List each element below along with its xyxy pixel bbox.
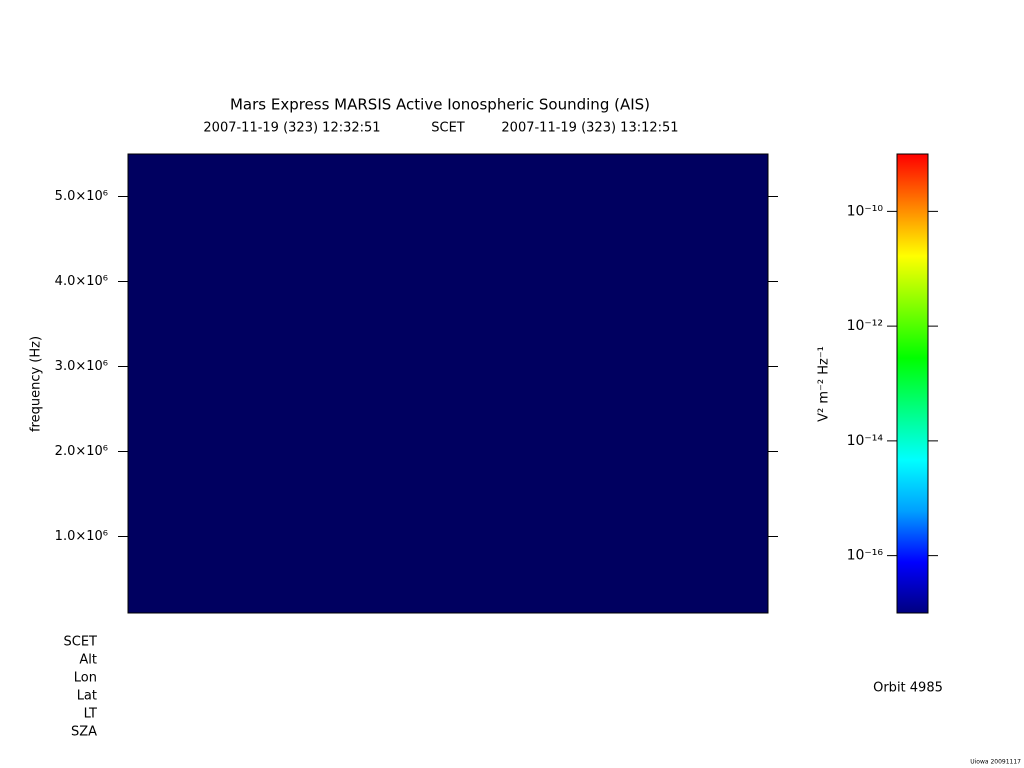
colorbar-label: V² m⁻² Hz⁻¹ — [817, 346, 832, 422]
ephemeris-label: Alt — [79, 653, 97, 668]
subtitle-end: 2007-11-19 (323) 13:12:51 — [501, 121, 678, 136]
ephemeris-label: Lat — [77, 689, 97, 704]
y-axis-label: frequency (Hz) — [29, 336, 44, 432]
ephemeris-label: SCET — [64, 635, 98, 650]
ephemeris-label: SZA — [71, 725, 97, 740]
footer: Uiowa 20091117 — [970, 759, 1021, 766]
colorbar-tick-label: 10⁻¹² — [847, 318, 883, 334]
ephemeris-label: LT — [84, 707, 97, 722]
y-tick-label: 5.0×10⁶ — [55, 189, 108, 204]
ephemeris-label: Lon — [74, 671, 97, 686]
plot-frame — [127, 153, 769, 614]
colorbar — [896, 153, 929, 614]
colorbar-tick-label: 10⁻¹⁶ — [847, 548, 884, 564]
y-tick-label: 3.0×10⁶ — [55, 359, 108, 374]
colorbar-tick-label: 10⁻¹⁴ — [847, 433, 884, 449]
colorbar-tick-label: 10⁻¹⁰ — [847, 203, 884, 219]
y-tick-label: 4.0×10⁶ — [55, 274, 108, 289]
orbit-annotation: Orbit 4985 — [873, 681, 943, 696]
subtitle-start: 2007-11-19 (323) 12:32:51 — [203, 121, 380, 136]
y-tick-label: 2.0×10⁶ — [55, 444, 108, 459]
y-tick-label: 1.0×10⁶ — [55, 529, 108, 544]
plot-background — [128, 154, 768, 613]
chart-title: Mars Express MARSIS Active Ionospheric S… — [230, 96, 650, 114]
subtitle-mid: SCET — [431, 121, 465, 136]
